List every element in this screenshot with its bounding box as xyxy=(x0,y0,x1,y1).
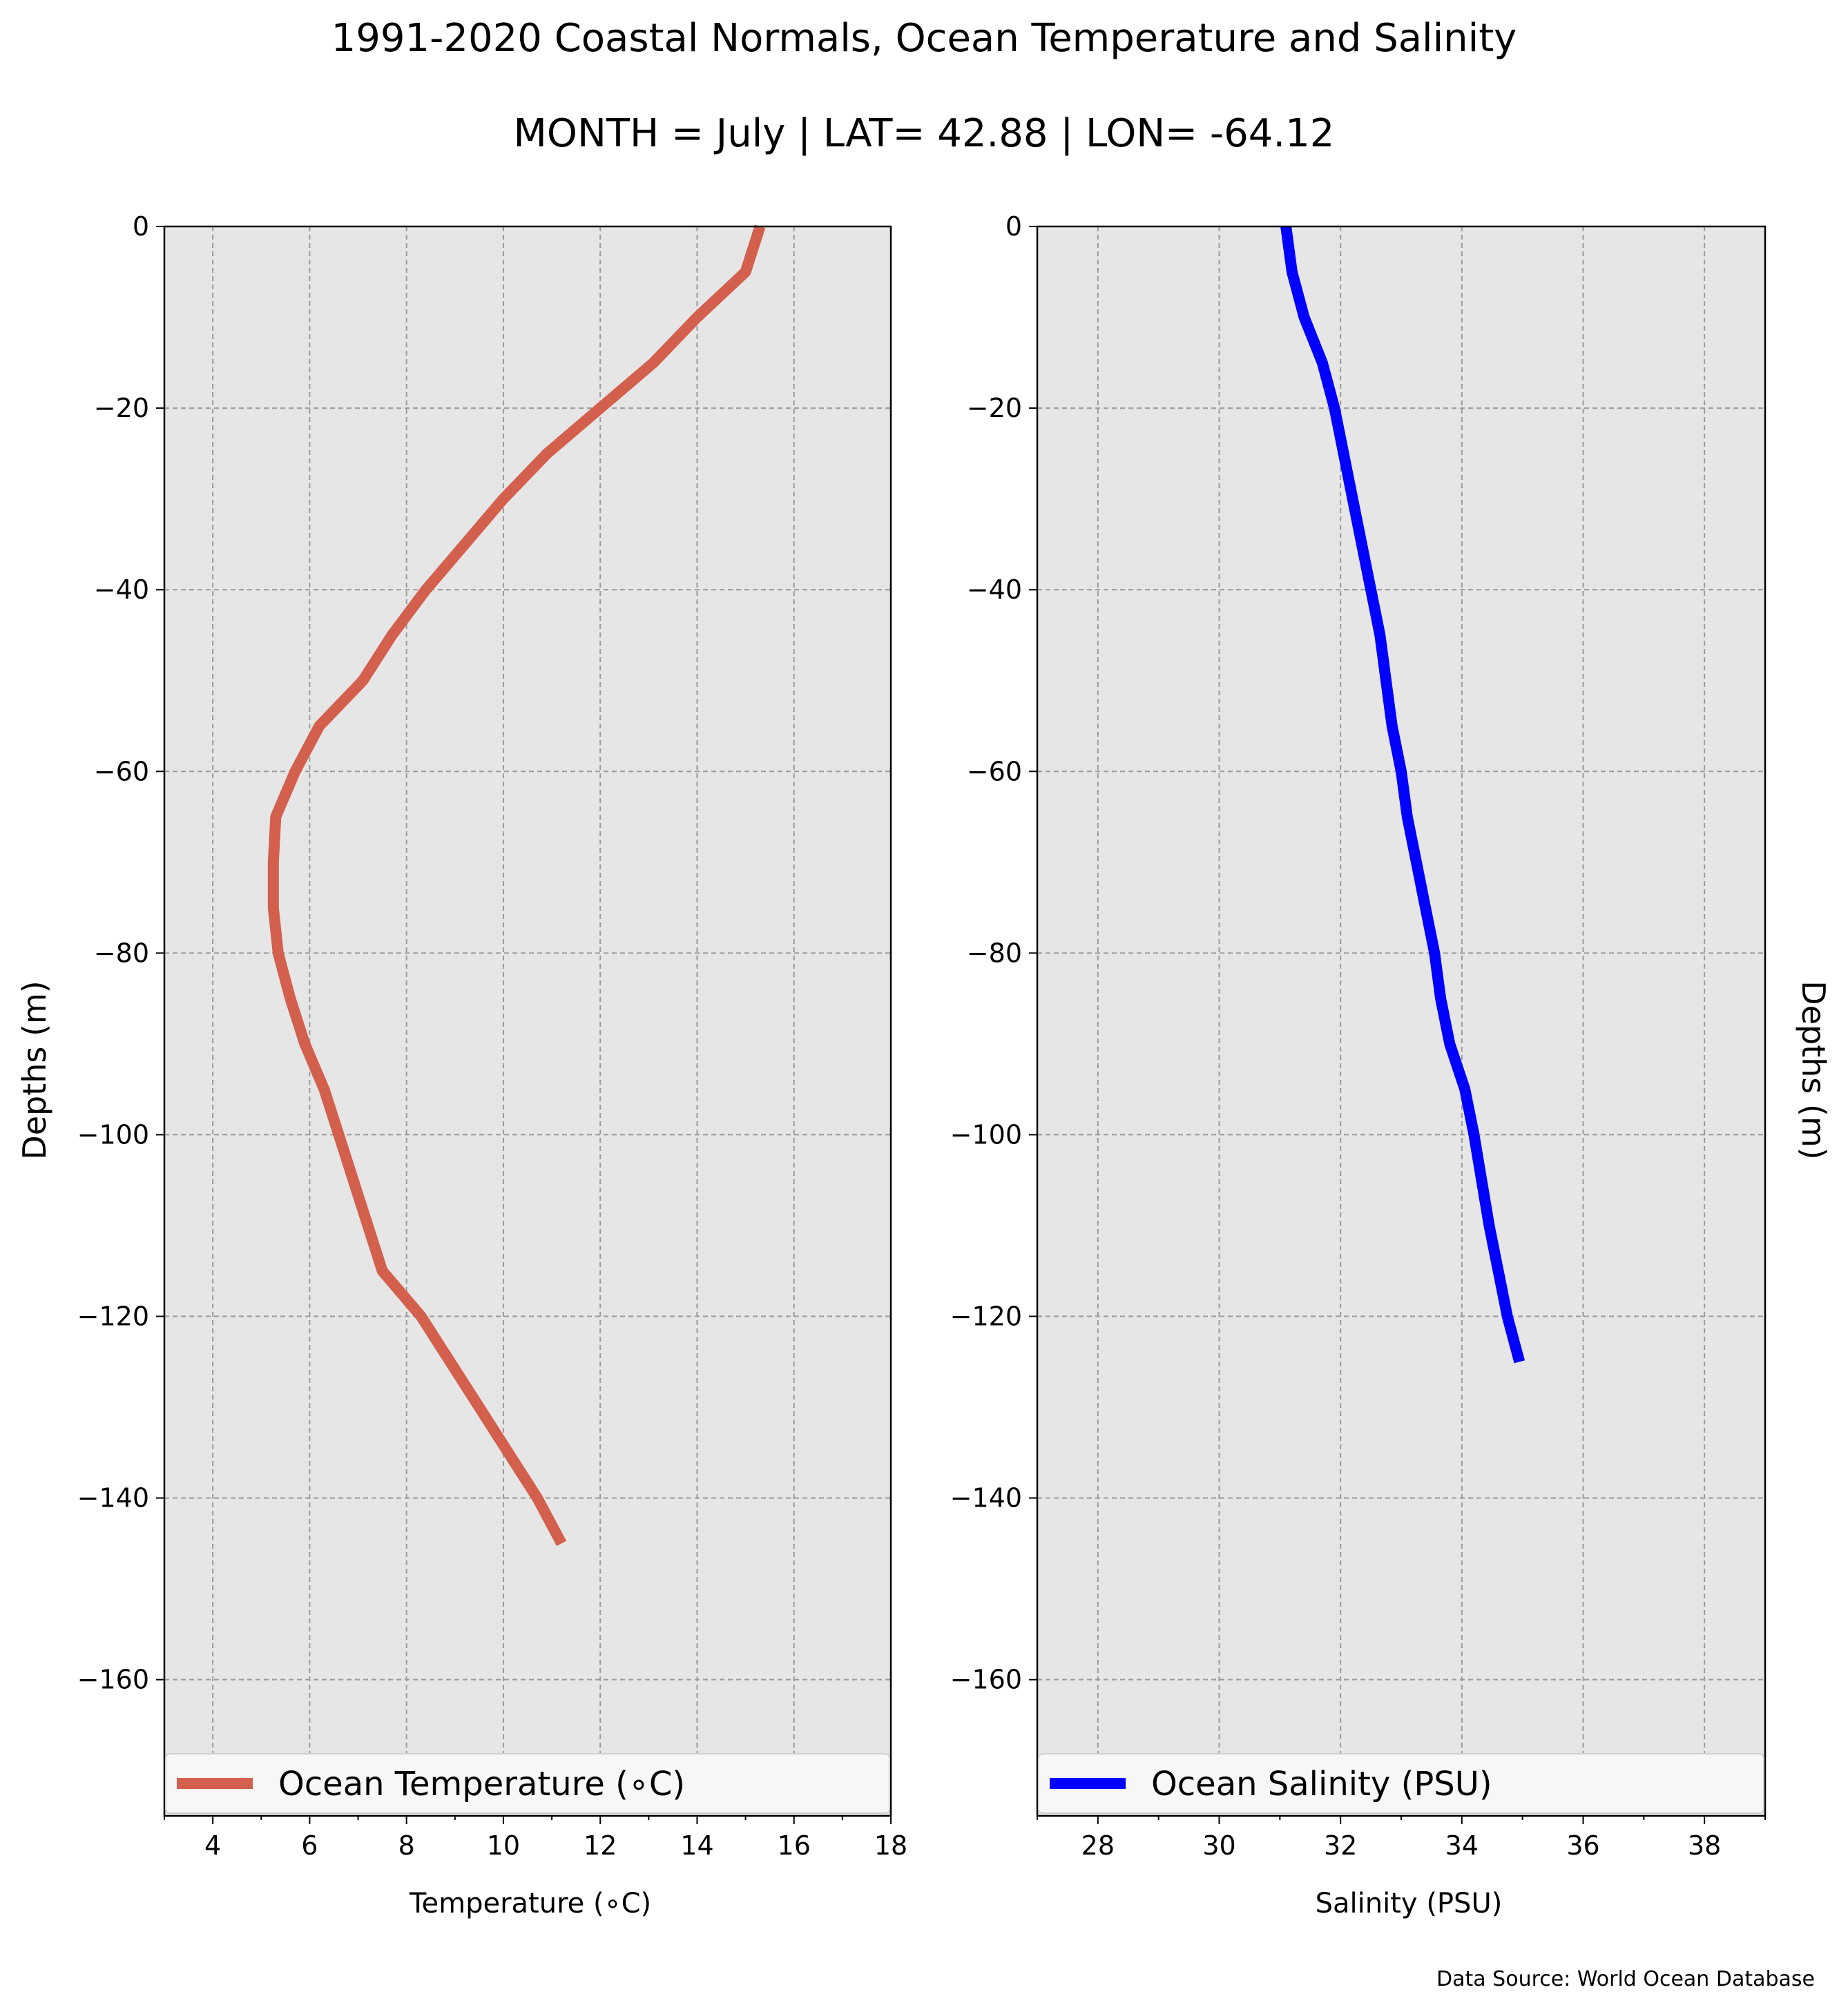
temperature-x-tick-label: 8 xyxy=(398,1830,415,1861)
figure-subtitle: MONTH = July | LAT= 42.88 | LON= -64.12 xyxy=(514,111,1335,156)
salinity-y-tick-label: −20 xyxy=(967,393,1022,423)
temperature-x-tick-label: 18 xyxy=(874,1830,907,1861)
left-y-axis-label: Depths (m) xyxy=(16,980,53,1159)
temperature-legend xyxy=(165,1753,890,1814)
salinity-plot-area xyxy=(1037,226,1765,1816)
salinity-y-tick-label: −100 xyxy=(950,1119,1022,1150)
salinity-legend-label: Ocean Salinity (PSU) xyxy=(1151,1765,1492,1803)
temperature-legend-label: Ocean Temperature (∘C) xyxy=(278,1765,685,1803)
temperature-y-tick-label: −140 xyxy=(77,1483,149,1513)
temperature-y-tick-label: −160 xyxy=(77,1665,149,1695)
salinity-x-tick-label: 30 xyxy=(1202,1830,1235,1861)
salinity-panel: 28 30 32 34 36 38 0 −20 −40 −60 −80 −100 −120 −140 −16… xyxy=(950,211,1767,1861)
temperature-series-line xyxy=(267,224,766,1547)
temperature-axes-frame xyxy=(163,225,892,1817)
temperature-x-tick-label: 4 xyxy=(204,1830,221,1861)
salinity-legend xyxy=(1038,1753,1764,1814)
salinity-x-tick-label: 28 xyxy=(1081,1830,1115,1861)
temperature-x-tick-label: 6 xyxy=(301,1830,318,1861)
salinity-y-tick-label: −60 xyxy=(967,756,1022,786)
salinity-y-tick-label: −160 xyxy=(950,1665,1022,1695)
data-source-note: Data Source: World Ocean Database xyxy=(1436,1967,1815,1991)
temperature-plot-area xyxy=(164,226,891,1816)
salinity-y-tick-label: −140 xyxy=(950,1483,1022,1513)
temperature-x-tick-label: 16 xyxy=(778,1830,811,1861)
temperature-y-tick-label: −60 xyxy=(94,756,149,786)
salinity-y-tick-label: −40 xyxy=(967,574,1022,605)
salinity-x-tick-label: 32 xyxy=(1324,1830,1357,1861)
salinity-y-tick-label: −120 xyxy=(950,1302,1022,1332)
temperature-y-tick-label: −100 xyxy=(77,1119,149,1150)
salinity-axes-frame xyxy=(1036,225,1767,1817)
temperature-panel: 4 6 8 10 12 14 16 18 0 −20 −40 −60 −80 −100 −120 −140 −1… xyxy=(77,211,908,1861)
salinity-y-tick-label: −80 xyxy=(967,938,1022,968)
salinity-x-axis-label: Salinity (PSU) xyxy=(1316,1888,1503,1919)
salinity-x-tick-label: 38 xyxy=(1688,1830,1721,1861)
temperature-y-tick-label: −40 xyxy=(94,574,149,605)
temperature-y-tick-label: −20 xyxy=(94,393,149,423)
temperature-x-tick-label: 12 xyxy=(584,1830,617,1861)
temperature-x-tick-label: 10 xyxy=(487,1830,520,1861)
right-y-axis-label: Depths (m) xyxy=(1795,980,1832,1159)
temperature-y-tick-label: −80 xyxy=(94,938,149,968)
figure-title: 1991-2020 Coastal Normals, Ocean Tempera… xyxy=(331,16,1517,61)
salinity-series-line xyxy=(1280,225,1525,1364)
temperature-y-tick-label: −120 xyxy=(77,1302,149,1332)
salinity-y-tick-label: 0 xyxy=(1005,211,1022,242)
temperature-x-axis-label: Temperature (∘C) xyxy=(409,1888,651,1919)
temperature-x-tick-label: 14 xyxy=(680,1830,713,1861)
salinity-x-tick-label: 36 xyxy=(1566,1830,1599,1861)
salinity-x-tick-label: 34 xyxy=(1445,1830,1479,1861)
temperature-y-tick-label: 0 xyxy=(133,211,149,242)
